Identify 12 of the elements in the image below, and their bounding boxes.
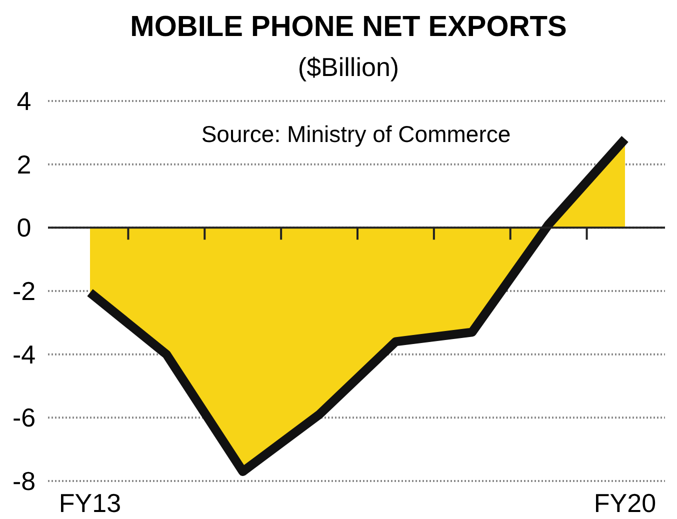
y-tick-label: -8 [12,466,36,496]
y-tick-label: 2 [16,149,32,180]
chart-title: MOBILE PHONE NET EXPORTS [130,11,567,43]
y-tick-label: -4 [12,339,36,370]
y-tick-label: 0 [16,212,32,243]
annotation: Source: Ministry of Commerce [201,121,511,147]
x-tick-label: FY20 [594,488,656,518]
chart-subtitle: ($Billion) [298,52,400,82]
y-tick-label: 4 [16,86,32,116]
x-tick-label: FY13 [58,488,122,518]
y-tick-label: -2 [12,276,36,306]
y-tick-label: -6 [12,402,36,433]
